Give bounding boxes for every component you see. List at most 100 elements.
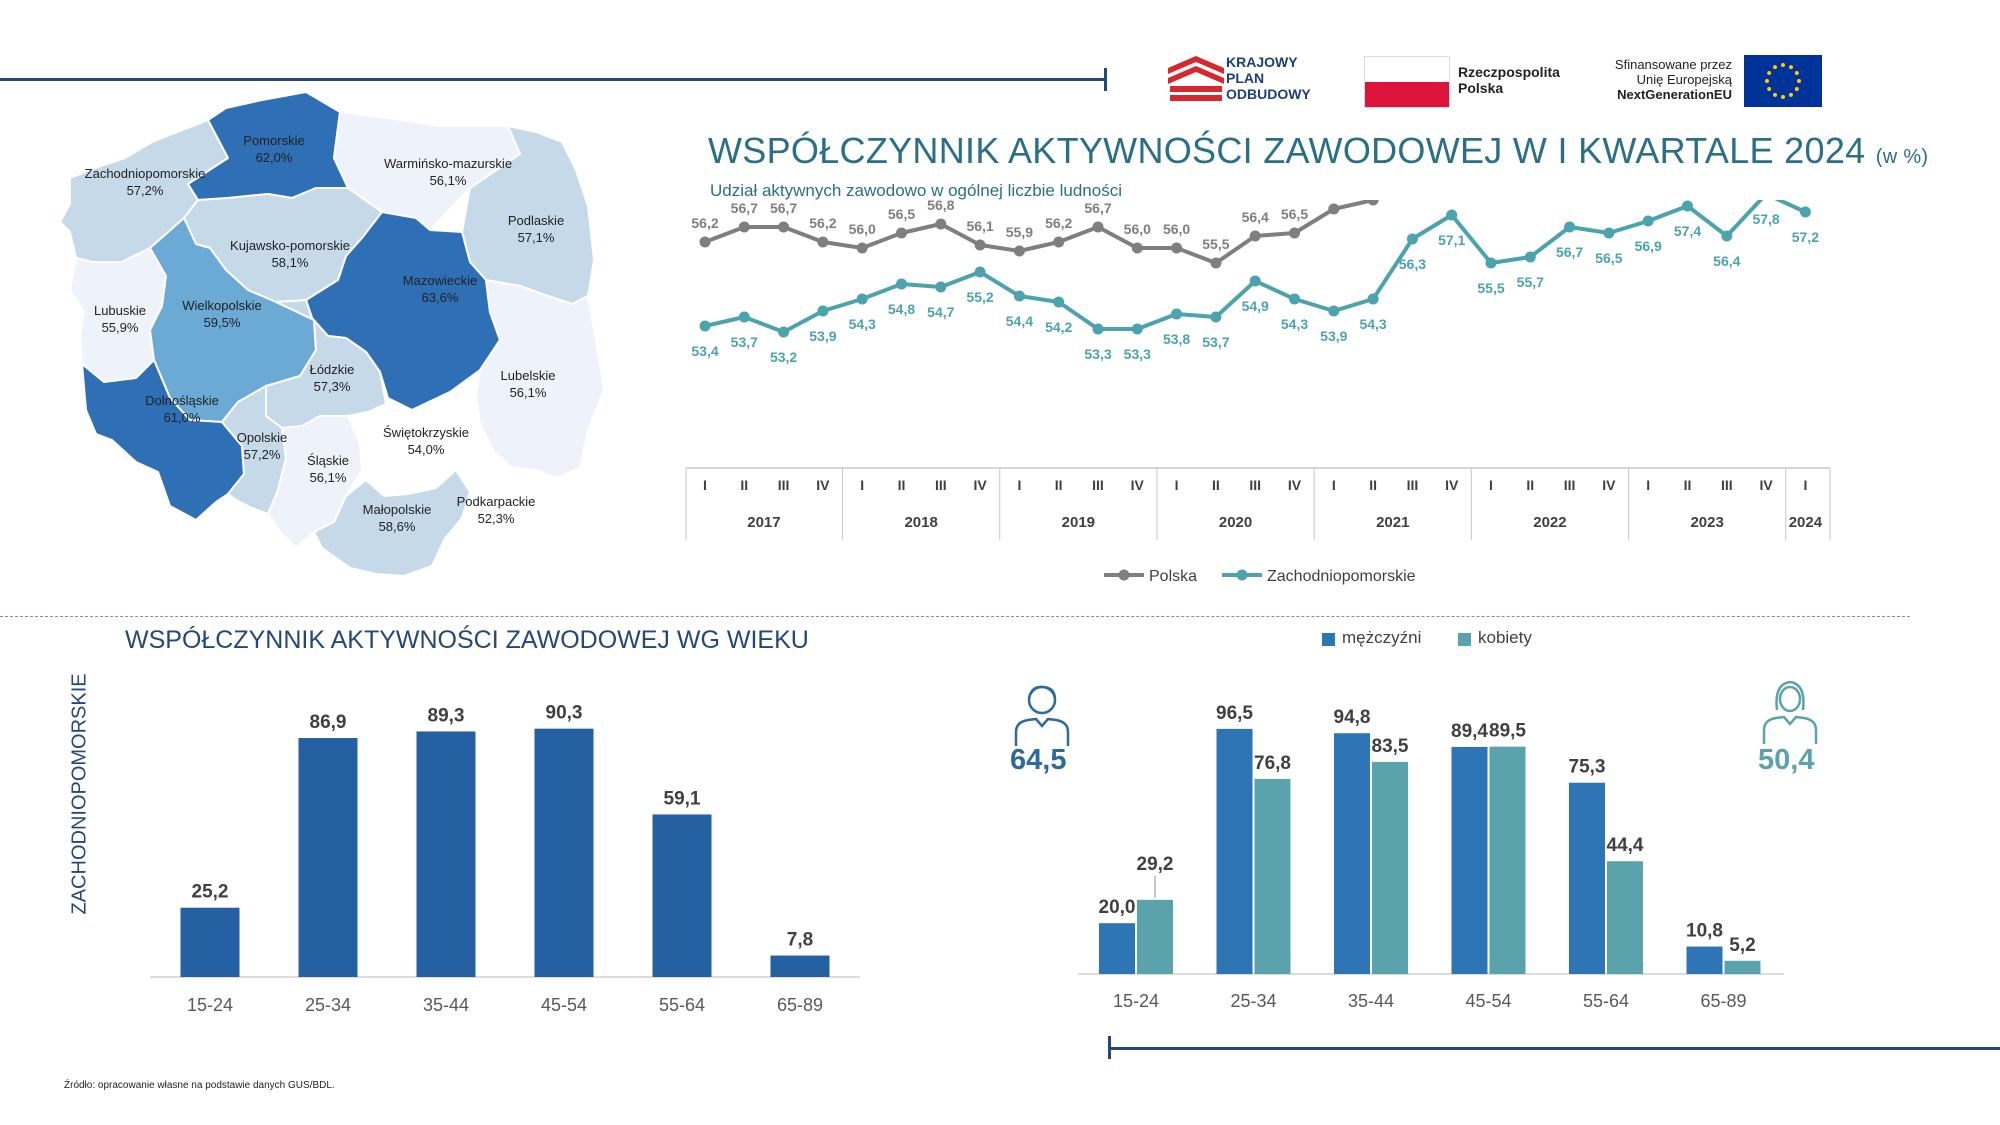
eu-logo: Sfinansowane przez Unię Europejską NextG… — [1590, 55, 1825, 107]
data-label: 54,3 — [1359, 316, 1386, 332]
data-label: 53,3 — [1084, 346, 1111, 362]
age-category-label: 25-34 — [305, 995, 351, 1015]
age-bar-label: 90,3 — [546, 703, 583, 724]
data-label: 53,3 — [1124, 346, 1151, 362]
quarter-tick-label: III — [1721, 477, 1733, 493]
series-point — [1289, 293, 1300, 305]
quarter-tick-label: II — [740, 477, 748, 493]
series-point — [935, 218, 947, 230]
eu-star — [1773, 92, 1777, 97]
data-label: 55,5 — [1202, 236, 1229, 252]
series-point — [738, 311, 750, 323]
quarter-tick-label: IV — [816, 477, 830, 493]
map-region-name: Mazowieckie — [403, 273, 477, 288]
page-title-unit: (w %) — [1875, 146, 1929, 168]
eu-star — [1789, 65, 1793, 70]
women-bar-label: 44,4 — [1607, 835, 1644, 856]
series-point — [1564, 221, 1576, 233]
age-section-title: WSPÓŁCZYNNIK AKTYWNOŚCI ZAWODOWEJ WG WIE… — [125, 626, 809, 654]
map-region-value: 52,3% — [478, 511, 515, 526]
legend-label-men: mężczyźni — [1342, 628, 1422, 647]
age-bar-label: 7,8 — [787, 930, 813, 951]
year-tick-label: 2021 — [1376, 514, 1409, 531]
data-label: 53,8 — [1163, 331, 1190, 347]
series-point — [1328, 305, 1340, 317]
men-bar-label: 94,8 — [1334, 707, 1371, 728]
age-bar-label: 89,3 — [428, 705, 465, 726]
map-region-name: Podlaskie — [508, 213, 564, 228]
data-label: 56,0 — [1124, 221, 1151, 237]
data-label: 54,4 — [1006, 313, 1033, 329]
map-region-mazowieckie — [305, 211, 501, 411]
men-total-value: 64,5 — [1010, 744, 1067, 776]
map-region-name: Śląskie — [307, 453, 349, 468]
series-point — [1131, 242, 1143, 254]
age-bar — [180, 907, 240, 977]
men-bar-label: 20,0 — [1099, 897, 1136, 918]
data-label: 55,9 — [1006, 224, 1033, 240]
data-label: 56,2 — [809, 215, 836, 231]
data-label: 54,3 — [849, 316, 876, 332]
men-bar-label: 96,5 — [1216, 703, 1253, 724]
top-rule-tick — [1104, 68, 1107, 91]
data-label: 53,7 — [731, 334, 758, 350]
map-region-name: Lubelskie — [501, 368, 556, 383]
map-region-value: 61,0% — [164, 410, 201, 425]
data-label: 53,9 — [1320, 328, 1347, 344]
women-bar — [1254, 778, 1291, 974]
data-label: 56,5 — [1281, 206, 1308, 222]
rp-text-line-1: Rzeczpospolita — [1458, 64, 1560, 80]
series-point — [1603, 227, 1615, 239]
series-point — [935, 281, 947, 293]
quarter-tick-label: IV — [1759, 477, 1773, 493]
men-bar-label: 89,4 — [1451, 721, 1488, 742]
kpo-logo-mark — [1168, 56, 1224, 101]
map-region-value: 57,3% — [314, 379, 351, 394]
quarter-tick-label: I — [1489, 477, 1493, 493]
map-region-value: 54,0% — [408, 442, 445, 457]
legend-label-women: kobiety — [1478, 628, 1532, 647]
men-bar — [1451, 746, 1488, 974]
rp-text-line-2: Polska — [1458, 80, 1504, 96]
year-tick-label: 2023 — [1690, 514, 1723, 531]
series-point — [1013, 245, 1025, 257]
series-point — [1328, 203, 1340, 215]
eu-star — [1767, 87, 1772, 91]
data-label: 54,2 — [1045, 319, 1072, 335]
age-bar-label: 25,2 — [192, 882, 229, 903]
eu-text-line-1: Sfinansowane przez — [1614, 57, 1732, 72]
page-title: WSPÓŁCZYNNIK AKTYWNOŚCI ZAWODOWEJ W I KW… — [708, 130, 1928, 172]
map-region-name: Wielkopolskie — [182, 298, 261, 313]
women-bar — [1724, 960, 1761, 974]
map-region-value: 63,6% — [422, 290, 459, 305]
data-label: 54,3 — [1281, 316, 1308, 332]
bottom-rule-tick — [1108, 1036, 1111, 1059]
quarter-tick-label: I — [1803, 477, 1807, 493]
data-label: 56,0 — [1163, 221, 1190, 237]
age-bar — [416, 731, 476, 977]
data-label: 56,9 — [1635, 238, 1662, 254]
legend-swatch-men — [1322, 633, 1335, 646]
series-point — [1642, 215, 1654, 227]
series-point — [974, 266, 986, 278]
series-point — [1289, 227, 1300, 239]
eu-star — [1781, 95, 1785, 99]
age-category-label: 65-89 — [777, 995, 823, 1015]
series-point — [817, 305, 829, 317]
series-point — [1682, 200, 1693, 212]
age-bar — [298, 738, 358, 977]
women-total-value: 50,4 — [1758, 744, 1815, 776]
women-bar — [1607, 861, 1643, 974]
quarter-tick-label: I — [860, 477, 864, 493]
data-label: 55,2 — [966, 289, 993, 305]
map-region-value: 58,6% — [379, 519, 416, 534]
series-point — [974, 239, 986, 251]
kpo-logo: KRAJOWY PLAN ODBUDOWY — [1166, 54, 1341, 106]
data-label: 56,7 — [1084, 200, 1111, 216]
data-label: 56,7 — [731, 200, 758, 216]
data-label: 55,7 — [1517, 274, 1544, 290]
map-region-value: 56,1% — [430, 173, 467, 188]
map-region-value: 56,1% — [310, 470, 347, 485]
quarter-tick-label: IV — [1131, 477, 1145, 493]
women-bar — [1489, 746, 1526, 974]
